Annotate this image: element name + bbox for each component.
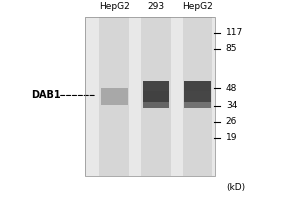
Text: 117: 117 xyxy=(226,28,243,37)
Bar xyxy=(183,17,212,176)
Text: 19: 19 xyxy=(226,133,237,142)
Text: (kD): (kD) xyxy=(226,183,245,192)
Text: 34: 34 xyxy=(226,101,237,110)
Bar xyxy=(184,81,211,102)
Bar xyxy=(184,91,211,108)
Text: 293: 293 xyxy=(147,2,164,11)
Text: 48: 48 xyxy=(226,84,237,93)
Text: HepG2: HepG2 xyxy=(182,2,213,11)
Text: DAB1: DAB1 xyxy=(31,90,61,100)
Bar xyxy=(142,91,169,108)
Text: 26: 26 xyxy=(226,117,237,126)
Text: HepG2: HepG2 xyxy=(99,2,130,11)
Text: 85: 85 xyxy=(226,44,237,53)
Bar xyxy=(141,17,171,176)
Bar xyxy=(142,81,169,102)
Bar xyxy=(100,17,129,176)
Bar xyxy=(101,88,128,105)
Bar xyxy=(85,17,215,176)
Bar xyxy=(85,17,215,176)
